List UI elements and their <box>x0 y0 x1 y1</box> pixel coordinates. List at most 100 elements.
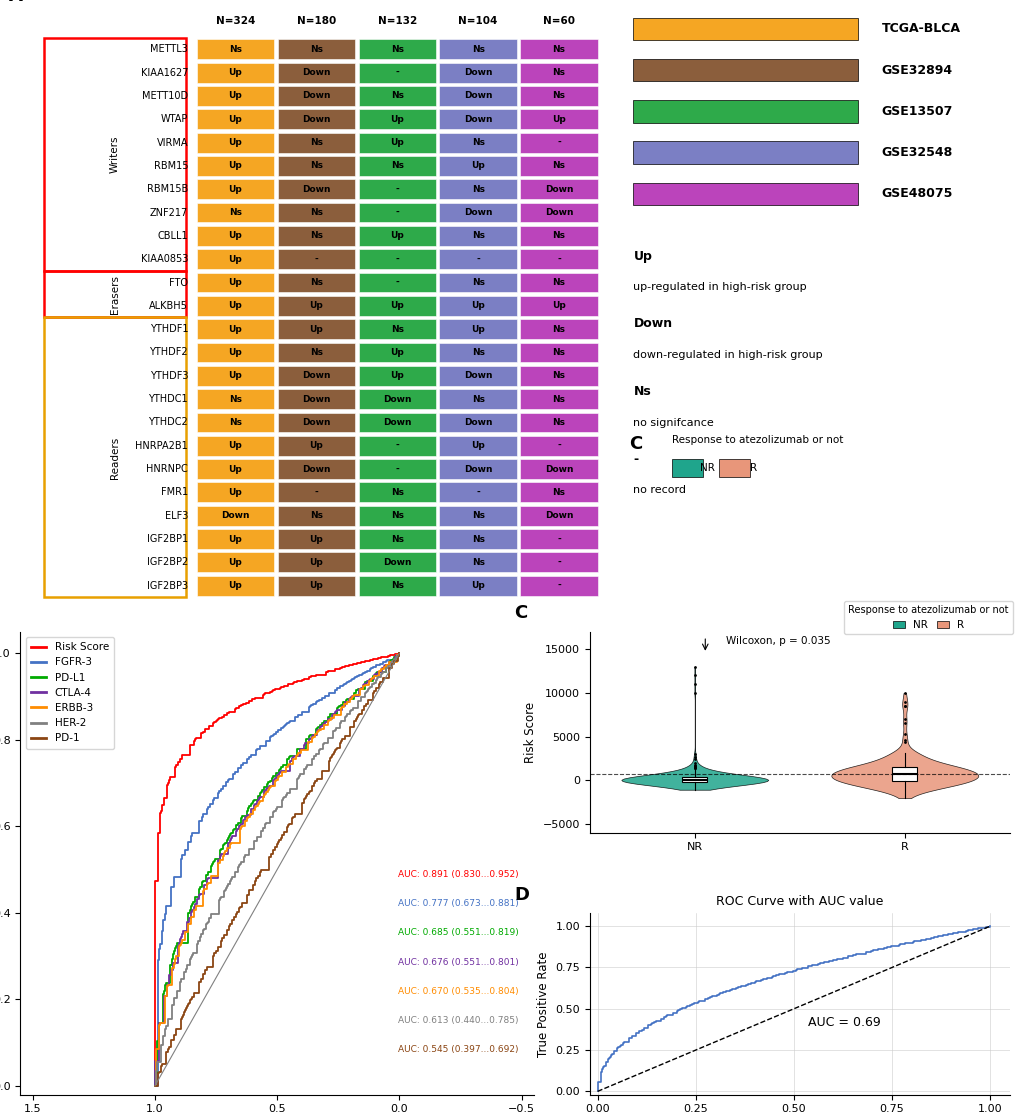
Text: RBM15B: RBM15B <box>147 184 187 194</box>
Text: FTO: FTO <box>169 277 187 287</box>
Y-axis label: Risk Score: Risk Score <box>524 701 537 763</box>
Bar <box>197 412 274 432</box>
Title: ROC Curve with AUC value: ROC Curve with AUC value <box>715 895 882 908</box>
Text: N=60: N=60 <box>542 17 575 27</box>
Bar <box>197 343 274 362</box>
Text: YTHDC1: YTHDC1 <box>148 394 187 404</box>
Bar <box>197 226 274 246</box>
Bar <box>359 459 435 479</box>
Bar <box>277 273 355 293</box>
Bar <box>359 553 435 572</box>
Text: ELF3: ELF3 <box>164 510 187 521</box>
Bar <box>277 412 355 432</box>
Bar <box>277 133 355 153</box>
Text: Ns: Ns <box>552 162 565 171</box>
Text: Ns: Ns <box>471 349 484 357</box>
Bar <box>197 529 274 548</box>
Text: -: - <box>633 454 638 466</box>
Bar <box>520 412 597 432</box>
Text: Ns: Ns <box>390 535 404 544</box>
Text: Up: Up <box>471 441 485 450</box>
Text: Down: Down <box>221 512 250 521</box>
Text: Ns: Ns <box>471 278 484 287</box>
Text: Ns: Ns <box>390 45 404 54</box>
Text: Readers: Readers <box>110 437 120 478</box>
Text: Down: Down <box>464 371 492 380</box>
Text: Ns: Ns <box>552 325 565 334</box>
Bar <box>520 553 597 572</box>
Text: Down: Down <box>382 394 411 403</box>
Bar <box>718 459 749 477</box>
Text: Ns: Ns <box>310 208 323 217</box>
Bar <box>197 133 274 153</box>
Text: Up: Up <box>309 581 323 590</box>
Bar <box>197 156 274 175</box>
Legend: NR, R: NR, R <box>844 601 1012 634</box>
Bar <box>520 319 597 340</box>
Text: Up: Up <box>390 115 404 124</box>
Bar <box>359 389 435 409</box>
Bar <box>359 249 435 269</box>
Bar <box>439 226 517 246</box>
Text: Up: Up <box>471 581 485 590</box>
Bar <box>520 389 597 409</box>
Bar <box>633 59 858 82</box>
Bar <box>359 86 435 106</box>
Text: TCGA-BLCA: TCGA-BLCA <box>880 22 960 36</box>
Bar <box>359 180 435 199</box>
Bar <box>277 389 355 409</box>
Text: Up: Up <box>228 255 243 264</box>
Bar <box>439 296 517 316</box>
Bar <box>359 226 435 246</box>
Text: Down: Down <box>464 418 492 427</box>
Bar <box>44 317 186 598</box>
Bar <box>439 436 517 456</box>
Text: Down: Down <box>302 92 330 101</box>
Text: -: - <box>556 581 560 590</box>
Bar <box>359 202 435 222</box>
Bar <box>439 575 517 595</box>
Bar <box>277 575 355 595</box>
Bar <box>359 156 435 175</box>
Text: Up: Up <box>551 115 566 124</box>
Text: FMR1: FMR1 <box>161 487 187 497</box>
Bar <box>439 156 517 175</box>
Text: no record: no record <box>633 486 686 495</box>
Text: Down: Down <box>302 418 330 427</box>
Text: Ns: Ns <box>552 349 565 357</box>
Text: Writers: Writers <box>110 135 120 173</box>
Text: Down: Down <box>302 115 330 124</box>
Text: Up: Up <box>228 231 243 240</box>
Text: -: - <box>395 441 398 450</box>
Bar <box>197 553 274 572</box>
Text: Ns: Ns <box>228 208 242 217</box>
Text: -: - <box>476 255 480 264</box>
Bar <box>520 575 597 595</box>
Text: Down: Down <box>633 317 672 331</box>
Bar <box>520 296 597 316</box>
Text: Ns: Ns <box>552 488 565 497</box>
Text: Wilcoxon, p = 0.035: Wilcoxon, p = 0.035 <box>726 636 830 646</box>
Text: Up: Up <box>309 557 323 566</box>
Text: N=132: N=132 <box>377 17 417 27</box>
Text: Ns: Ns <box>228 418 242 427</box>
Text: ALKBH5: ALKBH5 <box>149 300 187 311</box>
Text: HNRPA2B1: HNRPA2B1 <box>136 441 187 451</box>
Text: NR: NR <box>699 462 714 472</box>
Text: Down: Down <box>302 371 330 380</box>
Bar <box>439 529 517 548</box>
Text: YTHDF1: YTHDF1 <box>150 324 187 334</box>
Text: Ns: Ns <box>471 139 484 147</box>
Bar <box>197 483 274 503</box>
Text: -: - <box>314 255 318 264</box>
Bar <box>197 436 274 456</box>
Bar <box>520 180 597 199</box>
Text: AUC: 0.777 (0.673...0.881): AUC: 0.777 (0.673...0.881) <box>397 899 518 908</box>
Text: Up: Up <box>390 371 404 380</box>
Text: Down: Down <box>302 394 330 403</box>
Text: N=324: N=324 <box>216 17 255 27</box>
Text: Ns: Ns <box>552 394 565 403</box>
Text: Down: Down <box>464 115 492 124</box>
Y-axis label: True Positive Rate: True Positive Rate <box>536 951 549 1057</box>
Text: Down: Down <box>302 465 330 474</box>
